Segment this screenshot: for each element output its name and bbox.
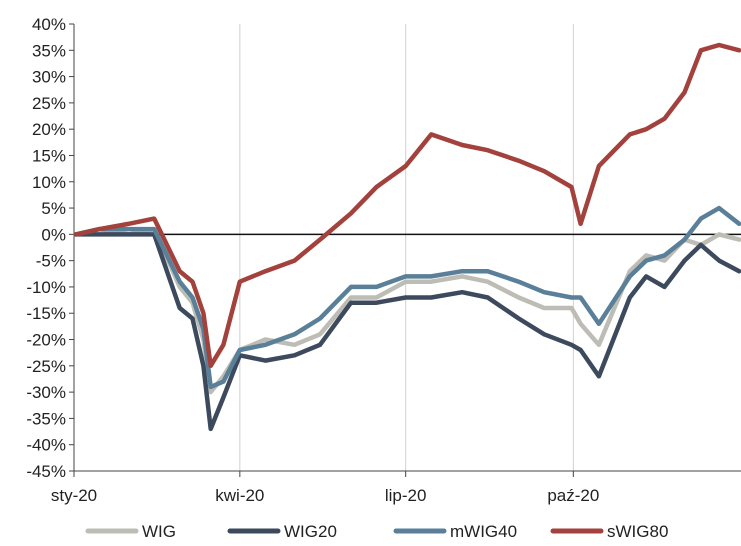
series-line-wig20: [73, 232, 741, 432]
grid-layer: [239, 24, 574, 471]
series-lines-layer: [73, 42, 741, 432]
y-tick-label: 30%: [32, 68, 66, 87]
legend-label: WIG: [142, 522, 176, 541]
y-tick-label: 0%: [41, 225, 66, 244]
y-tick-label: -25%: [26, 357, 66, 376]
x-tick-label: sty-20: [51, 486, 97, 505]
y-tick-label: 25%: [32, 94, 66, 113]
y-tick-label: -15%: [26, 304, 66, 323]
y-tick-label: 10%: [32, 173, 66, 192]
legend: WIG WIG20 mWIG40 sWIG80: [85, 522, 668, 541]
y-tick-label: -30%: [26, 383, 66, 402]
y-tick-label: 35%: [32, 41, 66, 60]
axes-layer: [69, 23, 741, 477]
tick-labels-layer: sty-20 kwi-20 lip-20 paź-20 40% 35% 30% 25% 20% 1…: [26, 15, 599, 505]
x-tick-label: lip-20: [385, 486, 427, 505]
y-tick-label: -20%: [26, 331, 66, 350]
y-tick-label: 20%: [32, 120, 66, 139]
series-line-mwig40: [73, 205, 741, 390]
legend-label: mWIG40: [450, 522, 517, 541]
y-tick-label: -5%: [36, 252, 66, 271]
y-tick-label: -40%: [26, 436, 66, 455]
x-tick-label: paź-20: [547, 486, 599, 505]
y-tick-label: -10%: [26, 278, 66, 297]
series-line-wig: [73, 226, 741, 395]
legend-label: WIG20: [284, 522, 337, 541]
y-tick-label: 40%: [32, 15, 66, 34]
y-tick-label: 5%: [41, 199, 66, 218]
series-line-swig80: [73, 42, 741, 369]
y-tick-label: 15%: [32, 146, 66, 165]
legend-label: sWIG80: [607, 522, 668, 541]
y-tick-label: -35%: [26, 409, 66, 428]
x-tick-label: kwi-20: [215, 486, 264, 505]
y-tick-label: -45%: [26, 462, 66, 481]
